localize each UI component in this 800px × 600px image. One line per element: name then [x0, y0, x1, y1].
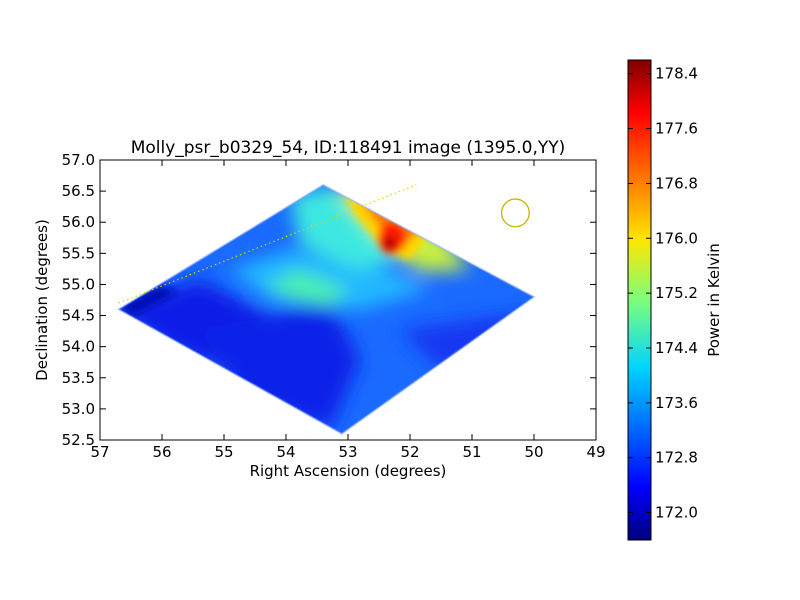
coverage-edge: [116, 183, 536, 435]
y-tick-label: 53.5: [62, 369, 95, 387]
colorbar-tick-label: 173.6: [655, 394, 698, 412]
colorbar-tick-label: 175.2: [655, 284, 698, 302]
x-tick-label: 55: [214, 443, 233, 461]
colorbar-tick-label: 176.8: [655, 174, 698, 192]
dotted-line: [118, 184, 417, 304]
colorbar-ticks: 172.0 172.8 173.6 174.4 175.2 176.0 176.8 177.6…: [628, 65, 698, 522]
y-axis-ticks: 52.5 53.0 53.5 54.0 54.5 55.0 55.5 56.0 56.5 57.0: [62, 151, 596, 449]
colorbar-tick-label: 178.4: [655, 65, 698, 83]
y-tick-label: 54.0: [62, 338, 95, 356]
y-axis-label: Declination (degrees): [33, 219, 51, 381]
y-tick-label: 55.5: [62, 244, 95, 262]
beam-circle: [500, 198, 530, 228]
x-tick-label: 50: [524, 443, 543, 461]
x-tick-label: 49: [586, 443, 605, 461]
x-tick-label: 52: [400, 443, 419, 461]
chart-title: Molly_psr_b0329_54, ID:118491 image (139…: [131, 138, 566, 158]
y-tick-label: 56.5: [62, 182, 95, 200]
y-tick-label: 53.0: [62, 400, 95, 418]
x-tick-label: 56: [152, 443, 171, 461]
x-axis-label: Right Ascension (degrees): [250, 462, 447, 480]
y-tick-label: 54.5: [62, 307, 95, 325]
y-tick-label: 55.0: [62, 275, 95, 293]
x-tick-label: 54: [276, 443, 295, 461]
colorbar: [627, 59, 652, 541]
y-tick-label: 52.5: [62, 431, 95, 449]
x-tick-label: 51: [462, 443, 481, 461]
y-tick-label: 56.0: [62, 213, 95, 231]
heatmap-northwest-dark: [120, 285, 180, 318]
heatmap-mid-band: [230, 250, 430, 310]
colorbar-tick-label: 176.0: [655, 229, 698, 247]
y-tick-label: 57.0: [62, 151, 95, 169]
colorbar-tick-label: 174.4: [655, 339, 698, 357]
colorbar-tick-label: 172.0: [655, 504, 698, 522]
colorbar-label: Power in Kelvin: [705, 243, 723, 357]
x-tick-label: 53: [338, 443, 357, 461]
colorbar-tick-label: 172.8: [655, 449, 698, 467]
heatmap-darkred-core: [385, 237, 395, 249]
heatmap-green-band: [265, 270, 350, 305]
heatmap-image: [118, 184, 534, 434]
x-tick-label: 57: [90, 443, 109, 461]
x-axis-ticks: 57 56 55 54 53 52 51 50 49: [90, 160, 606, 461]
colorbar-tick-label: 177.6: [655, 120, 698, 138]
